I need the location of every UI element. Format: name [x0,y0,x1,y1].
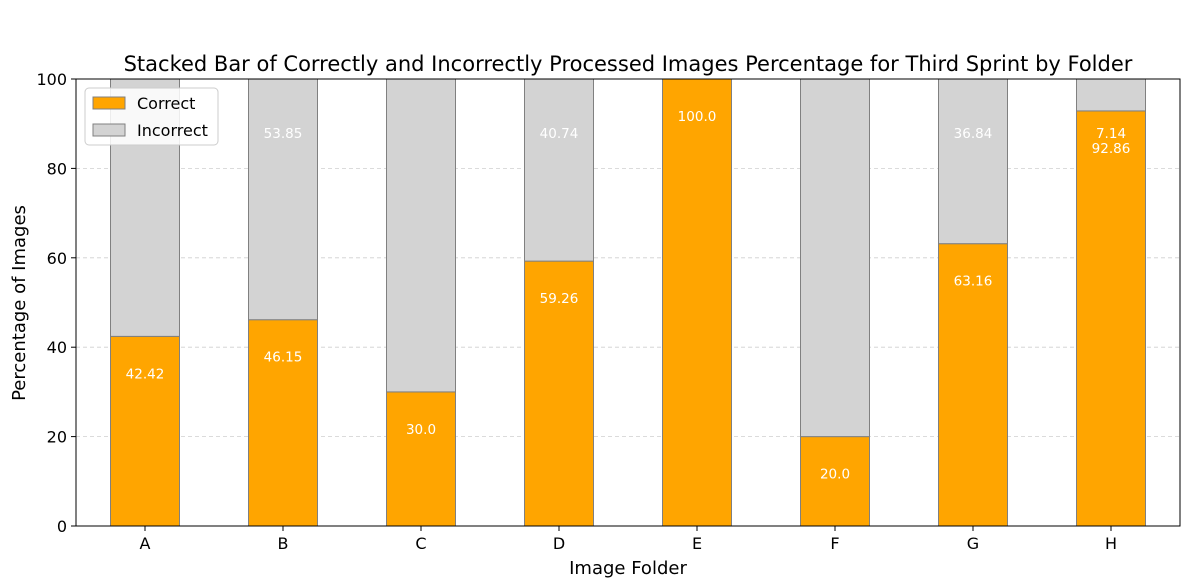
bar-incorrect-C [386,78,456,393]
x-tick-label: C [415,534,426,553]
bar-correct-A [110,335,180,527]
data-label-incorrect-G: 36.84 [954,126,993,142]
y-tick-label: 20 [47,428,67,447]
legend-swatch-correct [92,96,126,110]
bar-incorrect-D [524,78,594,262]
bar-correct-H [1076,110,1146,527]
data-label-correct-G: 63.16 [954,274,993,290]
y-tick-label: 60 [47,249,67,268]
axes: 0 20 40 60 80 100 A B C D E F G H [36,70,1181,553]
x-tick-label: E [692,534,702,553]
legend-label-correct: Correct [137,94,195,113]
data-label-correct-F: 20.0 [820,467,850,483]
data-labels: 42.42 46.15 53.85 30.0 59.26 40.74 100.0 20.0 63… [126,109,1131,483]
x-tick-label: B [278,534,289,553]
plot-frame [75,78,1181,527]
data-label-correct-A: 42.42 [126,366,165,382]
gridlines [76,167,1180,438]
bar-incorrect-H [1076,78,1146,112]
bars [110,78,1146,527]
y-tick-label: 100 [36,70,67,89]
data-label-correct-H: 92.86 [1092,141,1131,157]
x-tick-label: H [1105,534,1117,553]
legend-label-incorrect: Incorrect [137,121,208,140]
x-tick-label: G [967,534,979,553]
bar-correct-G [938,243,1008,527]
data-label-incorrect-D: 40.74 [540,126,579,142]
bar-correct-C [386,391,456,527]
data-label-correct-C: 30.0 [406,422,436,438]
legend: Correct Incorrect [84,87,219,146]
x-tick-label: D [553,534,565,553]
y-tick-label: 80 [47,159,67,178]
bar-incorrect-B [248,78,318,321]
x-axis-label: Image Folder [569,558,687,579]
x-tick-label: A [140,534,151,553]
y-axis-label: Percentage of Images [9,205,30,401]
y-tick-label: 0 [57,517,67,536]
bar-incorrect-F [800,78,870,438]
legend-swatch-incorrect [92,123,126,137]
bar-correct-F [800,436,870,527]
bar-incorrect-G [938,78,1008,245]
data-label-incorrect-H: 7.14 [1096,126,1126,142]
y-tick-label: 40 [47,338,67,357]
data-label-correct-B: 46.15 [264,350,303,366]
data-label-correct-E: 100.0 [678,109,717,125]
chart-title: Stacked Bar of Correctly and Incorrectly… [124,52,1133,76]
data-label-incorrect-B: 53.85 [264,126,303,142]
x-tick-label: F [830,534,839,553]
data-label-correct-D: 59.26 [540,291,579,307]
bar-correct-E [662,78,732,527]
